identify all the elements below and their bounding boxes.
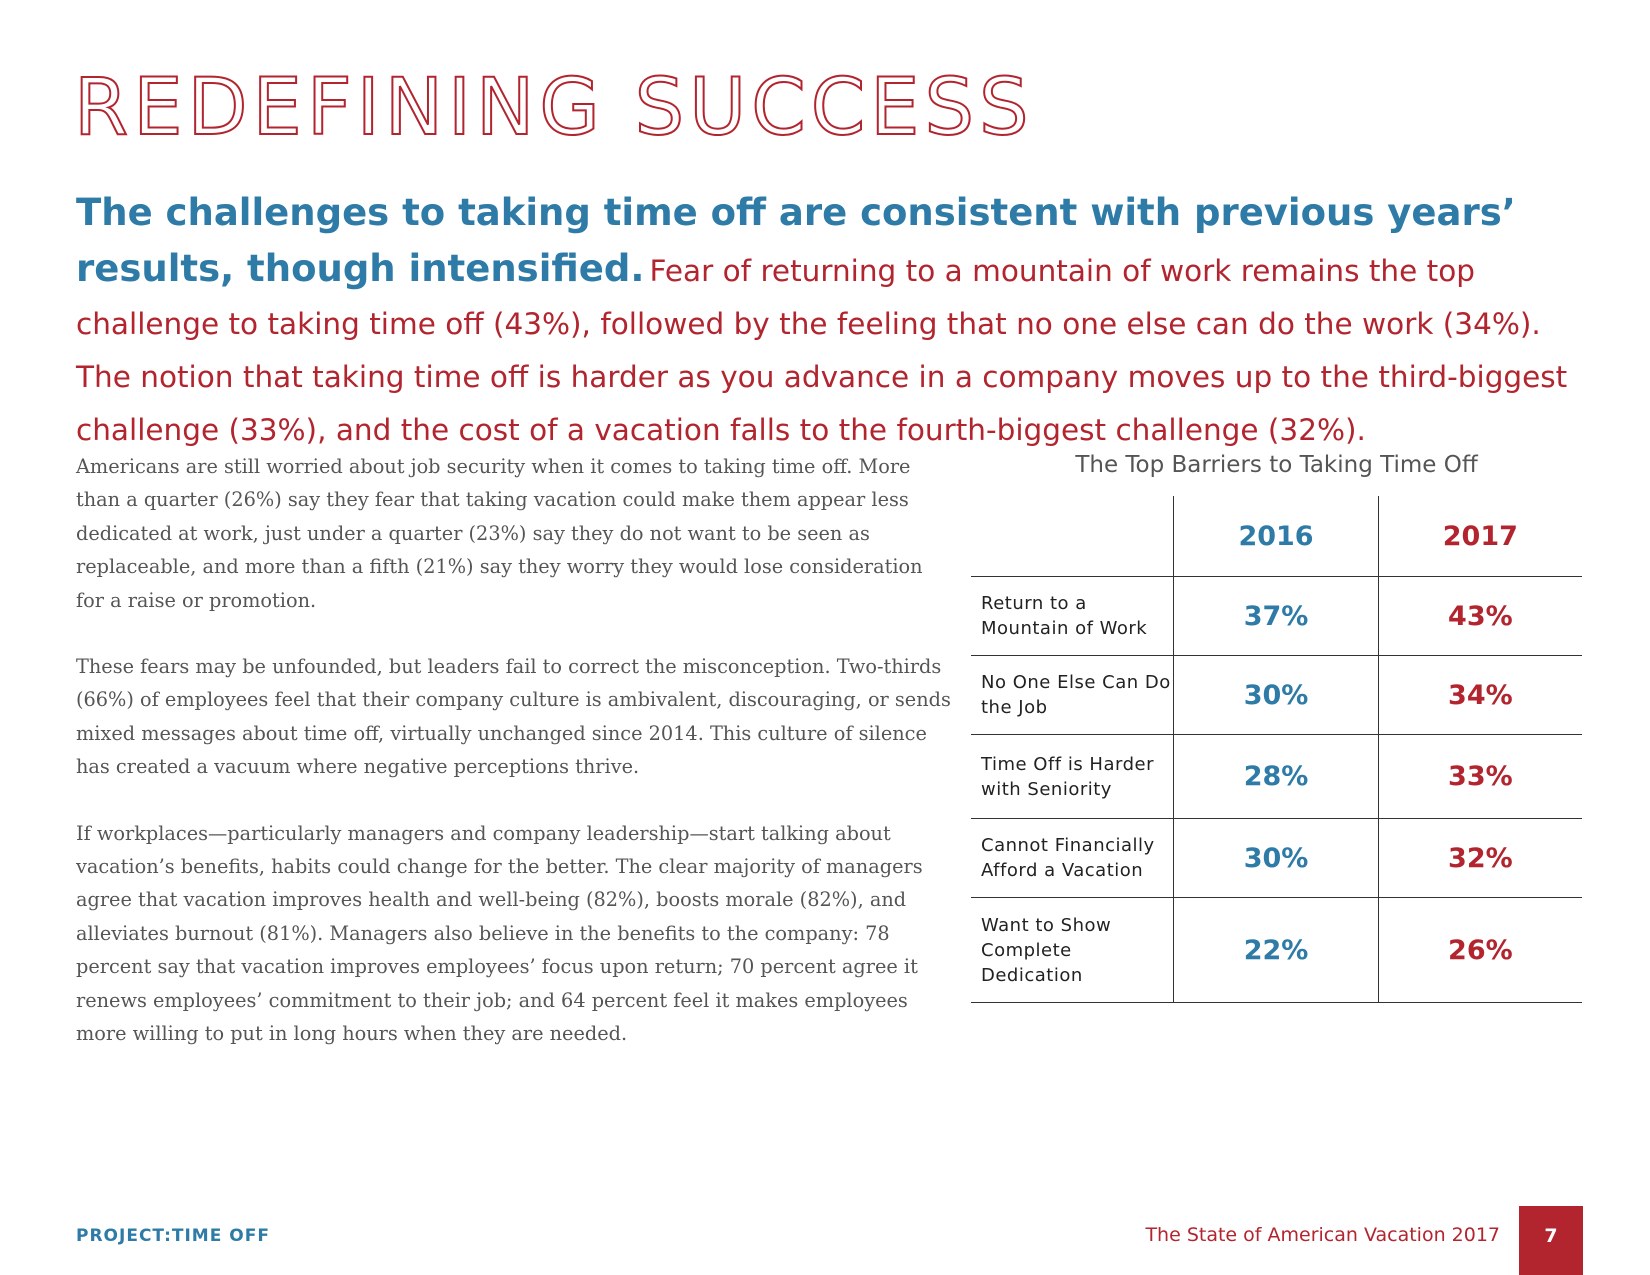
row-label: Want to Show Complete Dedication — [981, 914, 1112, 986]
table-row: No One Else Can Do the Job 30% 34% — [971, 656, 1582, 735]
cell-value: 30% — [1173, 819, 1377, 897]
row-label: No One Else Can Do the Job — [981, 672, 1171, 718]
cell-value: 30% — [1173, 656, 1377, 734]
cell-value: 33% — [1377, 735, 1582, 818]
column-header: 2016 — [1173, 496, 1377, 576]
table: 2016 2017 Return to a Mountain of Work 37% 4… — [971, 496, 1582, 1003]
cell-value: 32% — [1377, 819, 1582, 897]
body-text: Americans are still worried about job se… — [76, 450, 951, 1084]
paragraph: If workplaces—particularly managers and … — [76, 821, 923, 1046]
corner — [971, 496, 1173, 576]
lead: The challenges to taking time off are co… — [76, 188, 1596, 459]
table-row: Want to Show Complete Dedication 22% 26% — [971, 898, 1582, 1003]
cell-value: 28% — [1173, 735, 1377, 818]
table-row: Return to a Mountain of Work 37% 43% — [971, 577, 1582, 656]
paragraph: These fears may be unfounded, but leader… — [76, 655, 951, 779]
lead-emphasis: The challenges to taking time off are co… — [76, 191, 1516, 290]
column-header: 2017 — [1377, 496, 1582, 576]
cell-value: 34% — [1377, 656, 1582, 734]
brand: PROJECT:TIME OFF — [76, 1226, 270, 1246]
row-label: Time Off is Harder with Seniority — [981, 753, 1154, 800]
header-row: 2016 2017 — [971, 496, 1582, 577]
paragraph: Americans are still worried about job se… — [76, 455, 923, 612]
cell-value: 37% — [1173, 577, 1377, 655]
page-number: 7 — [1519, 1206, 1583, 1275]
table-title: The Top Barriers to Taking Time Off — [1075, 452, 1478, 478]
report-title: The State of American Vacation 2017 — [1145, 1224, 1500, 1246]
table-row: Cannot Financially Afford a Vacation 30% 3… — [971, 819, 1582, 898]
row-label: Return to a Mountain of Work — [981, 593, 1148, 639]
cell-value: 22% — [1173, 898, 1377, 1002]
lead-text: Fear of returning to a mountain of work … — [76, 254, 1568, 447]
cell-value: 26% — [1377, 898, 1582, 1002]
page-title: REDEFINING SUCCESS — [73, 62, 1034, 154]
table-row: Time Off is Harder with Seniority 28% 33% — [971, 735, 1582, 819]
cell-value: 43% — [1377, 577, 1582, 655]
row-label: Cannot Financially Afford a Vacation — [981, 835, 1155, 881]
